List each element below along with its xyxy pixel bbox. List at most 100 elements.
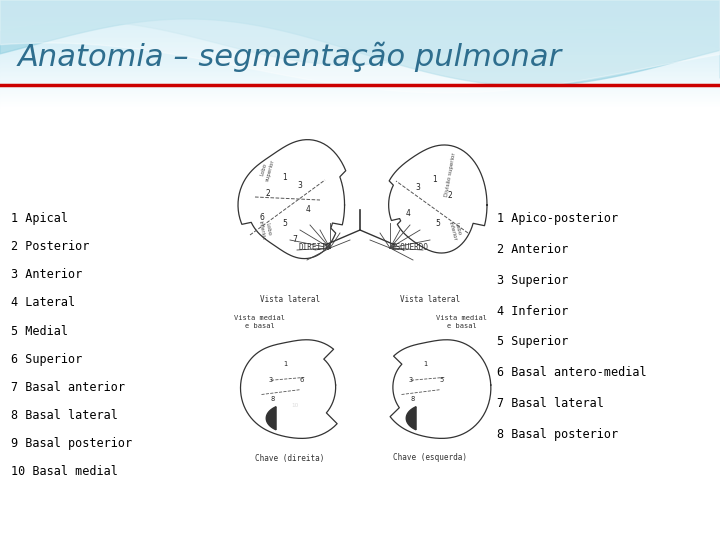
Text: 6 Superior: 6 Superior — [11, 353, 82, 366]
Bar — [0, 65, 720, 66]
Bar — [0, 10, 720, 11]
Bar — [0, 74, 720, 75]
Text: 8 Basal lateral: 8 Basal lateral — [11, 409, 117, 422]
Bar — [0, 57, 720, 58]
Bar — [0, 23, 720, 24]
Bar — [0, 40, 720, 41]
Text: 1: 1 — [433, 176, 437, 185]
Bar — [0, 106, 720, 107]
Text: 1: 1 — [283, 361, 287, 367]
Bar — [0, 104, 720, 105]
Bar — [0, 96, 720, 97]
Bar — [0, 33, 720, 34]
Bar — [0, 14, 720, 15]
Polygon shape — [390, 340, 491, 438]
Text: 1: 1 — [283, 172, 287, 181]
Bar — [0, 87, 720, 88]
Text: 7 Basal lateral: 7 Basal lateral — [497, 397, 603, 410]
Text: Anatomia – segmentação pulmonar: Anatomia – segmentação pulmonar — [18, 42, 562, 72]
Text: 4: 4 — [405, 208, 410, 218]
Bar — [0, 29, 720, 30]
Bar — [0, 19, 720, 20]
Bar — [0, 67, 720, 68]
Bar — [0, 83, 720, 84]
Bar — [0, 73, 720, 74]
Text: 3: 3 — [415, 183, 420, 192]
Bar — [0, 90, 720, 91]
Bar — [0, 102, 720, 103]
Bar — [0, 93, 720, 94]
Bar — [0, 35, 720, 36]
Text: 8: 8 — [271, 396, 275, 402]
Text: 5: 5 — [436, 219, 441, 227]
Text: 10: 10 — [291, 403, 298, 408]
Bar — [0, 53, 720, 54]
Bar — [0, 37, 720, 38]
Bar — [0, 50, 720, 51]
Bar — [0, 5, 720, 6]
Bar — [0, 99, 720, 100]
Text: Lobo
superior: Lobo superior — [259, 158, 275, 183]
Bar — [0, 98, 720, 99]
Text: 4: 4 — [305, 206, 310, 214]
Polygon shape — [266, 407, 276, 430]
Bar — [0, 16, 720, 17]
Text: 4 Lateral: 4 Lateral — [11, 296, 75, 309]
Text: Lobo
inferior: Lobo inferior — [447, 219, 463, 241]
Bar — [0, 54, 720, 55]
Text: 4 Inferior: 4 Inferior — [497, 305, 568, 318]
Bar — [0, 75, 720, 76]
Bar — [0, 107, 720, 108]
Bar — [0, 3, 720, 4]
Text: Lobo
inferior: Lobo inferior — [258, 219, 272, 241]
Bar — [0, 56, 720, 57]
Bar — [0, 66, 720, 67]
Bar — [0, 86, 720, 87]
Bar — [0, 24, 720, 25]
Bar — [0, 36, 720, 37]
Text: 3 Anterior: 3 Anterior — [11, 268, 82, 281]
Bar — [0, 80, 720, 82]
Bar — [0, 63, 720, 64]
Bar — [0, 95, 720, 96]
Text: Chave (direita): Chave (direita) — [256, 454, 325, 462]
Bar — [0, 18, 720, 19]
Bar — [0, 88, 720, 89]
Bar — [0, 58, 720, 59]
Text: 8 Basal posterior: 8 Basal posterior — [497, 428, 618, 441]
Bar — [0, 76, 720, 77]
Text: 1: 1 — [423, 361, 427, 367]
Bar — [0, 71, 720, 72]
Polygon shape — [238, 140, 346, 259]
Bar — [0, 79, 720, 80]
Bar — [0, 100, 720, 101]
Bar — [0, 22, 720, 23]
Bar — [0, 46, 720, 47]
Text: Vista medial
e basal: Vista medial e basal — [436, 315, 487, 328]
Bar — [0, 92, 720, 93]
Bar — [0, 31, 720, 32]
Text: 7 Basal anterior: 7 Basal anterior — [11, 381, 125, 394]
Bar — [0, 4, 720, 5]
Bar — [0, 103, 720, 104]
Bar — [0, 94, 720, 95]
Bar — [0, 89, 720, 90]
Text: 3 Superior: 3 Superior — [497, 274, 568, 287]
Bar — [0, 11, 720, 12]
Bar — [0, 17, 720, 18]
Bar — [0, 32, 720, 33]
Text: 2: 2 — [266, 188, 271, 198]
Bar — [0, 47, 720, 48]
Text: 1 Apico-posterior: 1 Apico-posterior — [497, 212, 618, 225]
Bar — [0, 82, 720, 83]
Bar — [0, 28, 720, 29]
Bar — [0, 26, 720, 28]
Text: 3: 3 — [269, 377, 273, 383]
Polygon shape — [624, 0, 720, 78]
Text: Chave (esquerda): Chave (esquerda) — [393, 454, 467, 462]
Bar — [0, 45, 720, 46]
Bar — [0, 60, 720, 61]
Bar — [0, 48, 720, 49]
Bar — [0, 72, 720, 73]
Bar — [0, 77, 720, 78]
